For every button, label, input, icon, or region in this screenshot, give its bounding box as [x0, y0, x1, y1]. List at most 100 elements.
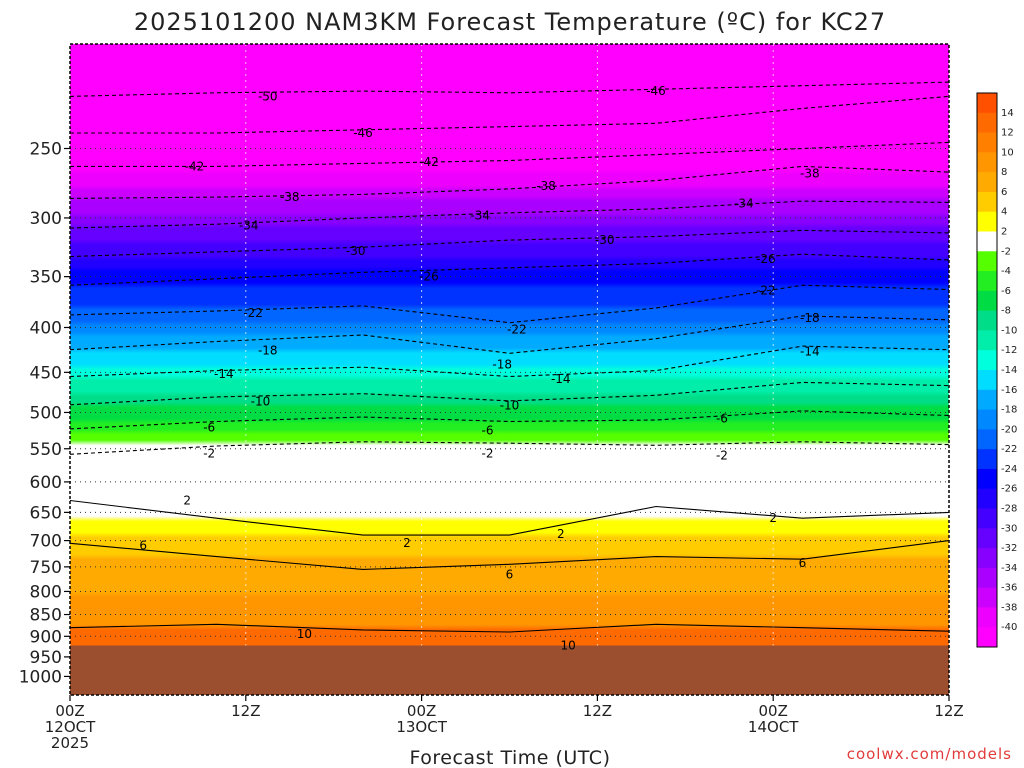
y-tick-label: 700 — [30, 532, 62, 552]
contour-label: -2 — [203, 447, 215, 461]
contour-label: -14 — [214, 367, 234, 381]
colorbar-label: -34 — [1001, 563, 1017, 574]
isotherm-10 — [70, 623, 949, 633]
contour-label: -38 — [536, 179, 556, 193]
contour-label: 2 — [769, 511, 777, 525]
isotherm-6 — [70, 540, 949, 570]
y-tick-label: 900 — [30, 627, 62, 647]
colorbar-swatch — [977, 370, 997, 391]
isotherm-2 — [70, 499, 949, 536]
colorbar-swatch — [977, 468, 997, 490]
x-tick-label: 00Z — [55, 702, 84, 720]
colorbar-swatch — [977, 211, 997, 232]
contour-label: -2 — [716, 449, 728, 463]
colorbar-label: -8 — [1001, 306, 1011, 317]
colorbar-label: -32 — [1001, 543, 1017, 554]
isotherm--14 — [70, 345, 949, 378]
colorbar-label: 8 — [1001, 167, 1007, 178]
contour-label: -6 — [482, 423, 494, 437]
contour-label: 6 — [799, 556, 807, 570]
colorbar-label: -10 — [1001, 325, 1017, 336]
y-tick-label: 400 — [30, 318, 62, 338]
colorbar-label: -22 — [1001, 444, 1017, 455]
contour-label: -14 — [800, 344, 820, 358]
isotherm--18 — [70, 315, 949, 354]
contour-label: -10 — [500, 399, 520, 413]
contour-label: -42 — [419, 155, 439, 169]
contour-label: -34 — [734, 197, 754, 211]
colorbar-label: -28 — [1001, 504, 1017, 515]
colorbar-swatch — [977, 548, 997, 569]
colorbar-swatch — [977, 409, 997, 430]
colorbar-swatch — [977, 93, 997, 114]
contour-label: -30 — [595, 233, 615, 247]
contour-label: -10 — [251, 395, 271, 409]
colorbar-swatch — [977, 251, 997, 272]
colorbar-label: -16 — [1001, 385, 1017, 396]
contour-labels: -50 -46 -46 -42 -42 -38 -38 -38 -34 -34 -34 -30 -30 -… — [139, 84, 819, 652]
y-tick-label: 300 — [30, 209, 62, 229]
colorbar-label: -6 — [1001, 286, 1011, 297]
contour-label: 10 — [297, 627, 312, 641]
y-tick-label: 500 — [30, 403, 62, 423]
colorbar-label: 4 — [1001, 207, 1007, 218]
credit-link[interactable]: coolwx.com/models — [847, 745, 1012, 763]
contour-label: 10 — [560, 638, 575, 652]
colorbar-label: -18 — [1001, 405, 1017, 416]
contour-label: 2 — [557, 527, 565, 541]
colorbar-swatch — [977, 449, 997, 470]
colorbar-swatch — [977, 191, 997, 213]
y-tick-label: 250 — [30, 140, 62, 160]
colorbar-label: 12 — [1001, 128, 1014, 139]
contour-label: -50 — [258, 89, 278, 103]
colorbar-swatch — [977, 271, 997, 292]
contour-label: -14 — [551, 372, 571, 386]
contour-label: -6 — [203, 420, 215, 434]
colorbar-swatch — [977, 290, 997, 312]
colorbar-label: -38 — [1001, 602, 1017, 613]
y-tick-label: 750 — [30, 558, 62, 578]
colorbar-label: -20 — [1001, 424, 1017, 435]
contour-label: 6 — [139, 538, 147, 552]
x-tick-label: 14OCT — [748, 718, 799, 736]
contour-label: 2 — [403, 536, 411, 550]
y-tick-label: 850 — [30, 606, 62, 626]
contour-label: -38 — [800, 167, 820, 181]
y-tick-label: 650 — [30, 503, 62, 523]
contour-label: -46 — [646, 84, 666, 98]
x-axis-label: Forecast Time (UTC) — [410, 747, 611, 768]
colorbar-swatch — [977, 607, 997, 628]
colorbar-swatch — [977, 508, 997, 529]
contour-label: -22 — [507, 322, 527, 336]
isotherm-contours — [70, 81, 949, 633]
colorbar-swatch — [977, 310, 997, 331]
contour-label: -34 — [239, 218, 259, 232]
colorbar-swatch — [977, 172, 997, 193]
colorbar-swatch — [977, 112, 997, 134]
colorbar-label: 2 — [1001, 227, 1007, 238]
contour-label: -2 — [482, 447, 494, 461]
contour-label: 2 — [183, 493, 191, 507]
colorbar-label: -36 — [1001, 583, 1017, 594]
colorbar-frame — [976, 92, 998, 648]
contour-label: -22 — [756, 284, 776, 298]
x-tick-label: 00Z — [759, 702, 788, 720]
colorbar-label: -40 — [1001, 622, 1017, 633]
contour-label: -18 — [800, 311, 820, 325]
x-tick-label: 12Z — [934, 702, 963, 720]
colorbar-swatch — [977, 132, 997, 153]
colorbar-swatch — [977, 429, 997, 450]
temperature-field — [70, 44, 949, 695]
contour-label: -38 — [280, 190, 300, 204]
x-tick-label: 13OCT — [396, 718, 447, 736]
colorbar-swatch — [977, 389, 997, 411]
contour-label: -22 — [243, 306, 263, 320]
colorbar-label: -12 — [1001, 345, 1017, 356]
contour-label: -30 — [346, 244, 366, 258]
colorbar-swatch — [977, 528, 997, 549]
y-tick-label: 550 — [30, 440, 62, 460]
isotherm--22 — [70, 284, 949, 324]
y-tick-label: 450 — [30, 363, 62, 383]
colorbar-swatch — [977, 587, 997, 608]
colorbar-label: -4 — [1001, 266, 1011, 277]
